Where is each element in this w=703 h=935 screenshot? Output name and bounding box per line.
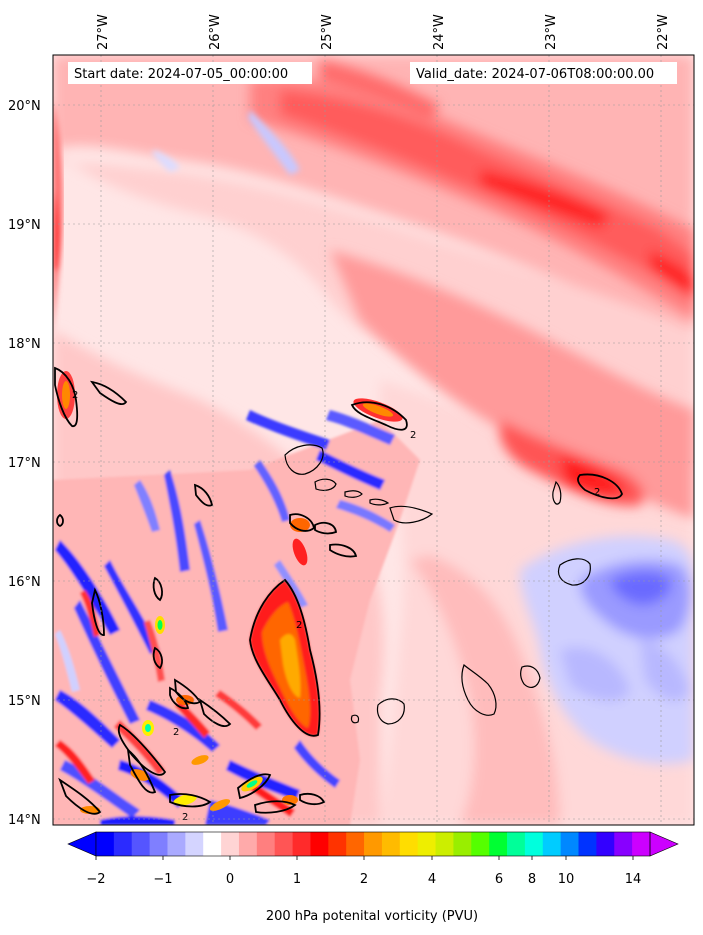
lat-label: 14°N: [8, 813, 41, 828]
lon-label: 22°W: [656, 14, 671, 50]
cb-tick: 1: [293, 872, 301, 887]
cb-tick: 6: [495, 872, 503, 887]
cb-tick: −1: [153, 872, 172, 887]
colorbar-segment: [96, 832, 115, 856]
cb-tick: 0: [226, 872, 234, 887]
lat-label: 19°N: [8, 218, 41, 233]
island-sao-nicolau-2: [369, 498, 390, 506]
colorbar-segment: [524, 832, 544, 856]
island-santiago: [461, 663, 497, 716]
colorbar-segment: [435, 832, 454, 856]
contour-label: 2: [173, 727, 179, 738]
colorbar-segment: [328, 832, 347, 856]
island-sao-vicente: [314, 478, 337, 491]
lat-label: 20°N: [8, 99, 41, 114]
lon-label: 23°W: [544, 14, 559, 50]
colorbar-segment: [238, 832, 258, 856]
colorbar-segment: [346, 832, 365, 856]
colorbar-segment: [274, 832, 293, 856]
colorbar-segment: [614, 832, 633, 856]
colorbar-segment: [185, 832, 204, 856]
island-rock: [350, 714, 360, 724]
island-santo-antao: [284, 444, 324, 475]
island-sao-nicolau: [344, 490, 363, 498]
island-boa-vista: [552, 480, 562, 505]
colorbar-segment: [381, 832, 401, 856]
contour-labels: 2 2 2 2 2 2: [72, 390, 600, 823]
gridlines: [53, 55, 694, 825]
cb-tick: 14: [625, 872, 642, 887]
lat-label: 18°N: [8, 337, 41, 352]
colorbar-title: 200 hPa potenital vorticity (PVU): [266, 909, 478, 924]
colorbar-extend-max: [649, 831, 679, 857]
colorbar-segment: [203, 832, 222, 856]
longitude-labels: 27°W 26°W 25°W 24°W 23°W 22°W: [96, 14, 671, 50]
contour-label: 2: [594, 487, 600, 498]
island-fogo: [520, 665, 541, 688]
colorbar-segment: [542, 832, 562, 856]
colorbar-segment: [489, 832, 508, 856]
cb-tick: 8: [528, 872, 536, 887]
colorbar-segment: [149, 832, 168, 856]
lon-label: 25°W: [320, 14, 335, 50]
lat-label: 15°N: [8, 694, 41, 709]
colorbar-segment: [507, 832, 526, 856]
colorbar-segment: [632, 832, 651, 856]
colorbar-segment: [167, 832, 186, 856]
colorbar-segment: [364, 832, 383, 856]
start-date-label: Start date: 2024-07-05_00:00:00: [74, 67, 288, 82]
colorbar-frame: [95, 831, 651, 857]
colorbar-tick-labels: −2 −1 0 1 2 4 6 8 10 14: [86, 872, 641, 887]
island-sal: [389, 505, 434, 524]
lat-label: 17°N: [8, 456, 41, 471]
contour-label: 2: [72, 390, 78, 401]
cb-tick: −2: [86, 872, 105, 887]
island-maio: [557, 558, 591, 586]
colorbar-segment: [310, 832, 329, 856]
colorbar: [67, 831, 679, 860]
colorbar-segment: [256, 832, 276, 856]
contour-label: 2: [410, 430, 416, 441]
latitude-labels: 20°N 19°N 18°N 17°N 16°N 15°N 14°N: [8, 99, 41, 828]
colorbar-segment: [578, 832, 597, 856]
colorbar-extend-min: [67, 831, 97, 857]
colorbar-segment: [417, 832, 436, 856]
lon-label: 27°W: [96, 14, 111, 50]
colorbar-segment: [471, 832, 490, 856]
colorbar-segment: [560, 832, 579, 856]
lon-label: 24°W: [432, 14, 447, 50]
cb-tick: 2: [360, 872, 368, 887]
cb-tick: 4: [428, 872, 436, 887]
map-frame: [52, 54, 695, 826]
contour-label: 2: [296, 620, 302, 631]
contour-label: 2: [182, 812, 188, 823]
colorbar-segment: [113, 832, 133, 856]
colorbar-segment: [453, 832, 472, 856]
valid-date-label: Valid_date: 2024-07-06T08:00:00.00: [416, 67, 654, 82]
header-bar: Start date: 2024-07-05_00:00:00 Valid_da…: [68, 62, 677, 84]
pv-field: 2 2 2 2 2 2: [53, 55, 694, 825]
lat-label: 16°N: [8, 575, 41, 590]
island-coastlines: [284, 444, 591, 725]
cb-tick: 10: [558, 872, 575, 887]
pv2-contours: [54, 366, 623, 815]
colorbar-segment: [399, 832, 419, 856]
colorbar-segment: [131, 832, 151, 856]
island-brava: [376, 698, 405, 725]
colorbar-segment: [596, 832, 615, 856]
colorbar-segment: [221, 832, 240, 856]
lon-label: 26°W: [208, 14, 223, 50]
colorbar-segment: [292, 832, 311, 856]
